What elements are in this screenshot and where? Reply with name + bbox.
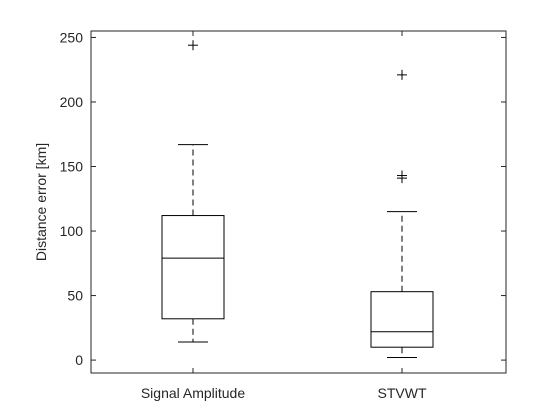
box-signal-amplitude [161, 40, 225, 343]
y-axis-label: Distance error [km] [33, 143, 49, 261]
plot-area [90, 30, 507, 374]
boxes-layer [161, 40, 434, 359]
x-tick-label: STVWT [378, 385, 427, 401]
x-axis: Signal Amplitude STVWT [141, 31, 427, 401]
y-tick-label: 250 [60, 29, 84, 45]
y-tick-label: 200 [60, 94, 84, 110]
box-stvwt [370, 69, 434, 359]
iqr-box [370, 291, 434, 348]
y-tick-label: 150 [60, 159, 84, 175]
outlier-marker [397, 170, 407, 181]
outlier-marker [397, 69, 407, 80]
y-tick-label: 0 [75, 352, 83, 368]
y-tick-label: 100 [60, 223, 84, 239]
x-tick-label: Signal Amplitude [141, 385, 246, 401]
iqr-box [161, 215, 225, 320]
y-tick-label: 50 [67, 288, 83, 304]
y-axis: 0 50 100 150 200 250 [60, 29, 506, 368]
outlier-marker [188, 40, 198, 51]
